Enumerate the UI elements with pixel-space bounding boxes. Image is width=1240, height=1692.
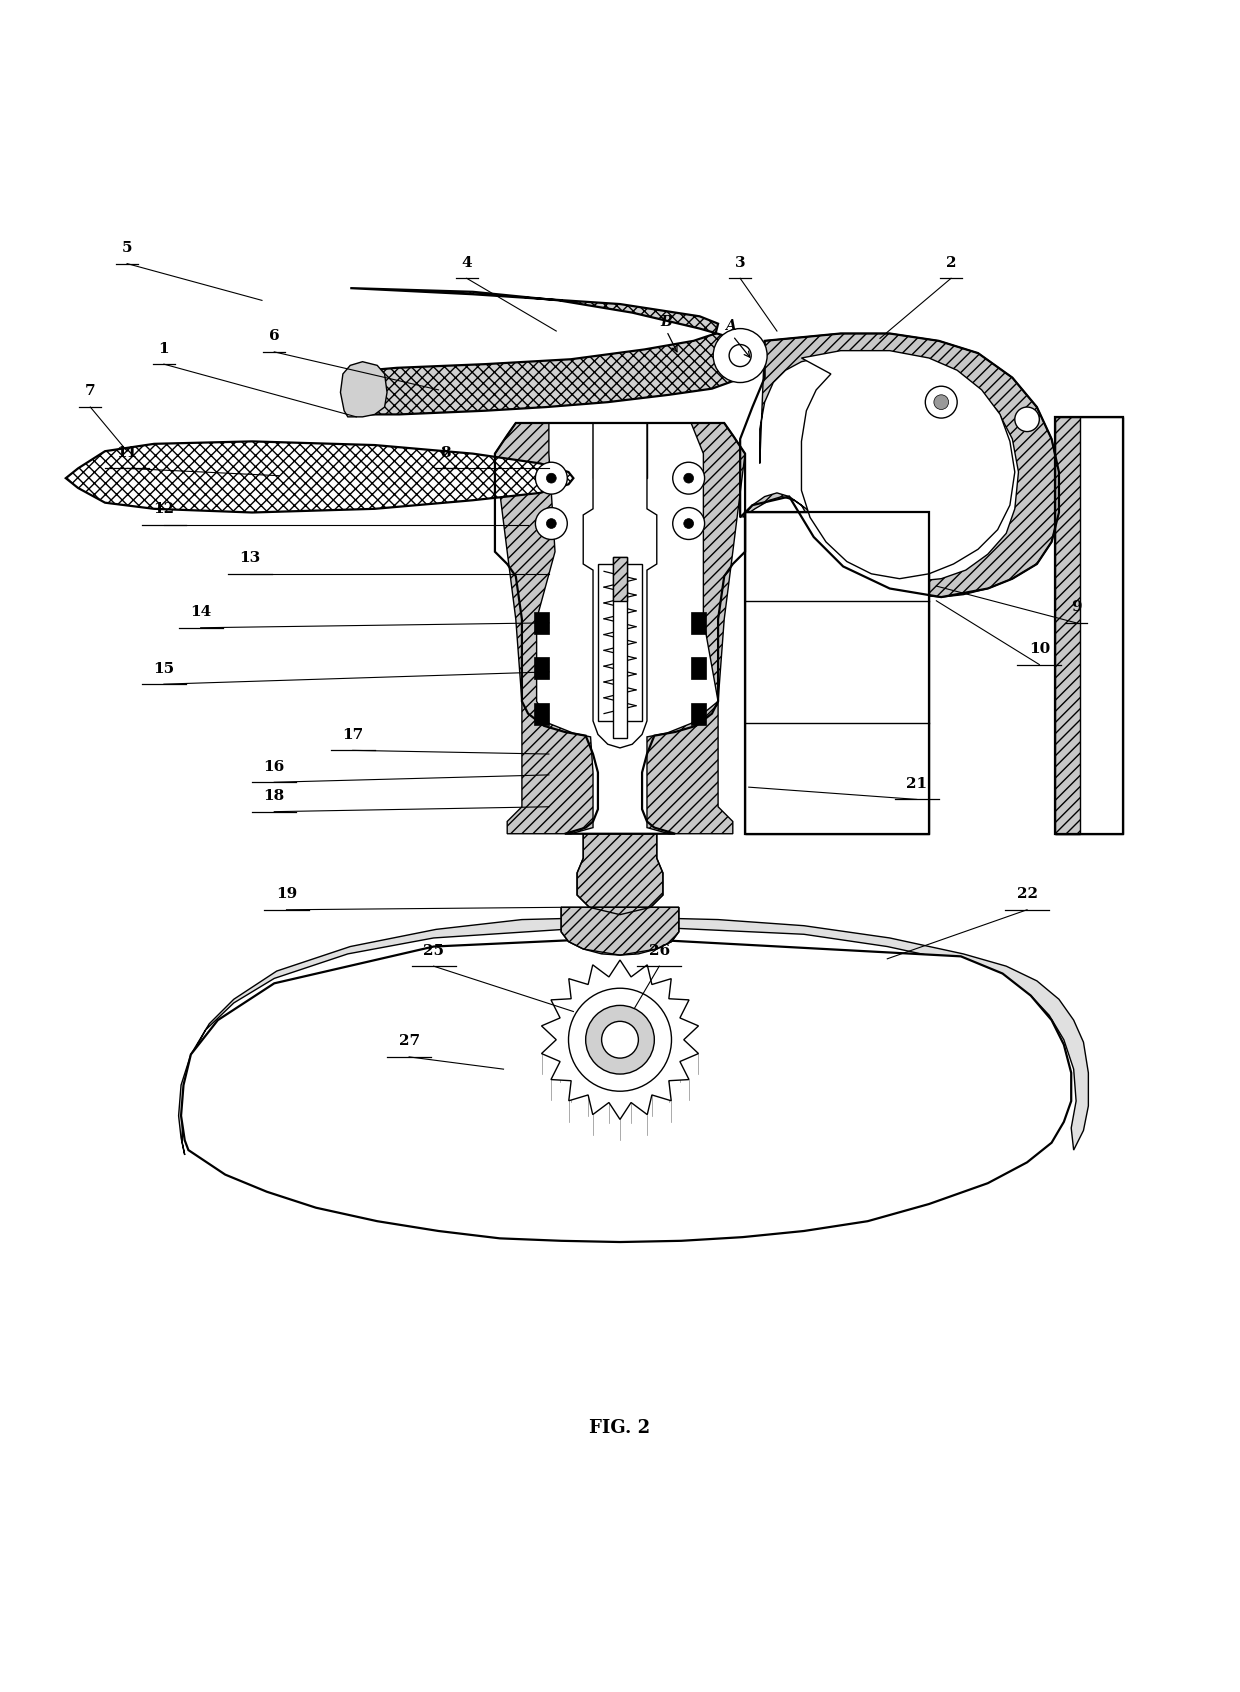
Text: 1: 1 xyxy=(159,342,169,355)
Polygon shape xyxy=(181,937,1071,1242)
Circle shape xyxy=(673,462,704,494)
Polygon shape xyxy=(647,423,745,834)
Bar xyxy=(691,702,706,724)
Circle shape xyxy=(934,394,949,409)
Polygon shape xyxy=(179,917,1089,1156)
Text: 18: 18 xyxy=(264,788,285,804)
Bar xyxy=(534,702,549,724)
Text: 4: 4 xyxy=(461,255,472,269)
Circle shape xyxy=(713,328,768,382)
Text: 14: 14 xyxy=(190,606,211,619)
Polygon shape xyxy=(1055,479,1105,514)
Polygon shape xyxy=(577,834,663,915)
Circle shape xyxy=(547,519,557,528)
Text: A: A xyxy=(725,320,735,333)
Polygon shape xyxy=(542,959,698,1120)
Polygon shape xyxy=(613,557,627,601)
Polygon shape xyxy=(745,513,929,834)
Text: 17: 17 xyxy=(342,728,363,741)
Text: B: B xyxy=(661,315,672,328)
Text: 8: 8 xyxy=(440,445,451,460)
Circle shape xyxy=(547,474,557,484)
Text: 10: 10 xyxy=(1029,641,1050,656)
Polygon shape xyxy=(495,423,593,834)
Polygon shape xyxy=(341,362,387,416)
Circle shape xyxy=(536,508,567,540)
Polygon shape xyxy=(583,423,657,748)
Bar xyxy=(691,613,706,634)
Bar xyxy=(598,563,642,721)
Text: 25: 25 xyxy=(423,944,444,958)
Text: 7: 7 xyxy=(86,384,95,399)
Polygon shape xyxy=(562,907,678,954)
Text: 13: 13 xyxy=(239,552,260,565)
Text: FIG. 2: FIG. 2 xyxy=(589,1420,651,1438)
Text: 11: 11 xyxy=(117,445,138,460)
Text: 6: 6 xyxy=(269,330,279,343)
Circle shape xyxy=(601,1022,639,1058)
Circle shape xyxy=(729,345,751,367)
Polygon shape xyxy=(1055,416,1122,834)
Text: 5: 5 xyxy=(122,240,133,255)
Text: 27: 27 xyxy=(398,1034,419,1049)
Text: 21: 21 xyxy=(906,777,928,790)
Bar xyxy=(534,613,549,634)
Circle shape xyxy=(568,988,672,1091)
Bar xyxy=(691,656,706,678)
Circle shape xyxy=(683,519,693,528)
Polygon shape xyxy=(345,288,765,415)
Text: 9: 9 xyxy=(1071,601,1081,614)
Circle shape xyxy=(683,474,693,484)
Text: 2: 2 xyxy=(946,255,956,269)
Bar xyxy=(534,656,549,678)
Polygon shape xyxy=(66,442,573,513)
Text: 12: 12 xyxy=(154,503,175,516)
Polygon shape xyxy=(801,350,1014,579)
Circle shape xyxy=(925,386,957,418)
Text: 3: 3 xyxy=(735,255,745,269)
Polygon shape xyxy=(743,333,1059,597)
Circle shape xyxy=(673,508,704,540)
Text: 15: 15 xyxy=(154,662,175,675)
Circle shape xyxy=(1014,408,1039,431)
Text: 16: 16 xyxy=(264,760,285,773)
Bar xyxy=(613,557,627,738)
Polygon shape xyxy=(1055,416,1080,834)
Polygon shape xyxy=(593,514,647,563)
Polygon shape xyxy=(593,423,647,479)
Text: 19: 19 xyxy=(275,887,298,902)
Circle shape xyxy=(585,1005,655,1074)
Text: 26: 26 xyxy=(649,944,670,958)
Circle shape xyxy=(536,462,567,494)
Text: 22: 22 xyxy=(1017,887,1038,902)
